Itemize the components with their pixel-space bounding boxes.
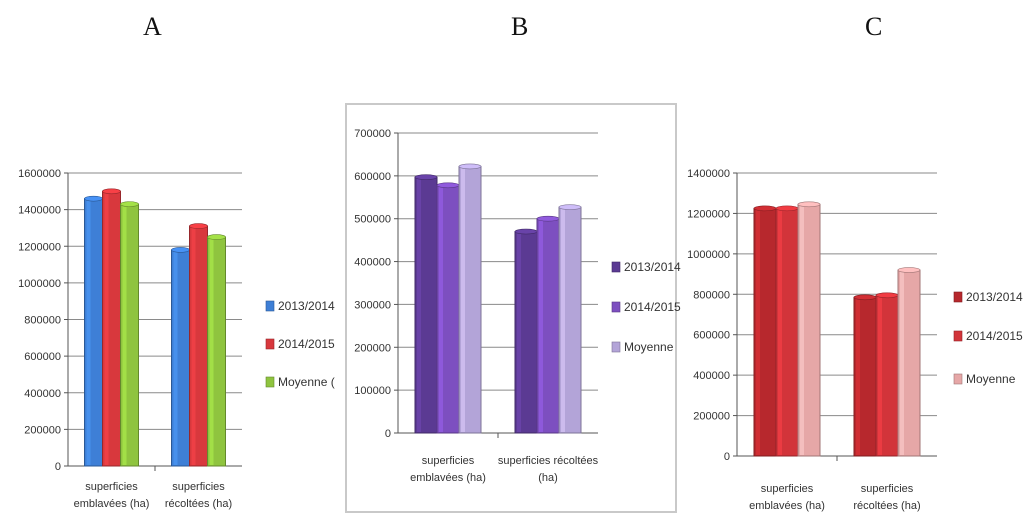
- y-tick-label: 1000000: [18, 278, 61, 290]
- y-tick-label: 1400000: [687, 168, 730, 180]
- x-category-label: superficies récoltées: [498, 455, 599, 467]
- legend-swatch: [265, 300, 275, 312]
- y-tick-label: 600000: [24, 351, 61, 363]
- legend-label: Moyenne (: [278, 375, 335, 389]
- bar-cap: [775, 205, 799, 212]
- panel-label-c: C: [865, 12, 883, 41]
- bar-cap: [536, 215, 560, 222]
- bar-highlight: [517, 232, 521, 432]
- legend-swatch: [265, 338, 275, 350]
- bar-highlight: [417, 178, 421, 432]
- legend-swatch: [953, 373, 963, 385]
- bar-cap: [558, 204, 582, 210]
- y-tick-label: 1200000: [687, 208, 730, 220]
- bar-cap: [189, 223, 208, 229]
- bar-cap: [207, 234, 226, 240]
- bar-highlight: [539, 219, 543, 432]
- y-tick-label: 800000: [693, 289, 730, 301]
- legend-swatch: [611, 341, 621, 353]
- legend-label: 2014/2015: [278, 337, 335, 351]
- x-category-label: superficies: [861, 483, 914, 495]
- x-category-label: récoltées (ha): [853, 500, 920, 512]
- legend-label: Moyenne: [966, 372, 1016, 386]
- y-tick-label: 1600000: [18, 168, 61, 180]
- y-tick-label: 800000: [24, 315, 61, 327]
- bar-cap: [414, 174, 438, 180]
- panel-label-a: A: [143, 12, 162, 41]
- y-tick-label: 200000: [24, 424, 61, 436]
- x-category-label: emblavées (ha): [74, 498, 150, 510]
- bar-cap: [753, 205, 777, 212]
- bar-cap: [853, 294, 877, 301]
- y-tick-label: 200000: [693, 411, 730, 423]
- legend-swatch: [953, 291, 963, 303]
- legend-label: 2014/2015: [966, 329, 1023, 343]
- chart-c: 0 200000 400000 600000 800000 1000000 1200000 1…: [687, 168, 1023, 512]
- y-tick-label: 0: [55, 461, 61, 473]
- legend-swatch: [611, 261, 621, 273]
- bar-cap: [514, 228, 538, 235]
- y-tick-label: 1000000: [687, 249, 730, 261]
- bar-highlight: [778, 209, 782, 455]
- bar-cap: [120, 201, 139, 207]
- chart-b: 0 100000 200000 300000 400000 500000 600000 700…: [345, 103, 681, 513]
- y-tick-label: 600000: [354, 171, 391, 183]
- legend-label: 2013/2014: [966, 290, 1023, 304]
- bar-highlight: [86, 199, 91, 465]
- legend-swatch: [953, 330, 963, 342]
- bar-highlight: [800, 205, 804, 455]
- legend-label: Moyenne: [624, 340, 674, 354]
- bar-highlight: [900, 271, 904, 455]
- legend-label: 2013/2014: [278, 299, 335, 313]
- chart-a: 0 200000 400000 600000 800000 1000000 1200000 1…: [18, 168, 335, 510]
- y-tick-label: 0: [724, 451, 730, 463]
- bar-highlight: [104, 192, 109, 465]
- x-category-label: (ha): [538, 472, 558, 484]
- y-tick-label: 300000: [354, 299, 391, 311]
- bar-cap: [171, 247, 190, 253]
- legend-swatch: [611, 301, 621, 313]
- bar-highlight: [878, 296, 882, 455]
- bar-cap: [897, 267, 921, 273]
- bar-highlight: [122, 205, 127, 465]
- bar-cap: [436, 182, 460, 189]
- legend-swatch: [265, 376, 275, 388]
- y-tick-label: 400000: [24, 388, 61, 400]
- bar-cap: [797, 201, 821, 208]
- y-tick-label: 1200000: [18, 241, 61, 253]
- bar-highlight: [191, 227, 196, 465]
- x-category-label: superficies: [85, 481, 138, 493]
- bar-highlight: [173, 250, 178, 465]
- x-category-label: emblavées (ha): [410, 472, 486, 484]
- y-tick-label: 400000: [693, 370, 730, 382]
- panel-label-b: B: [511, 12, 529, 41]
- y-tick-label: 100000: [354, 385, 391, 397]
- x-category-label: superficies: [422, 455, 475, 467]
- y-tick-label: 600000: [693, 330, 730, 342]
- x-category-label: emblavées (ha): [749, 500, 825, 512]
- bar-highlight: [209, 238, 214, 465]
- y-tick-label: 200000: [354, 342, 391, 354]
- x-category-label: superficies: [761, 483, 814, 495]
- y-tick-label: 500000: [354, 214, 391, 226]
- bar-highlight: [439, 186, 443, 432]
- legend-label: 2013/2014: [624, 260, 681, 274]
- bar-highlight: [856, 298, 860, 455]
- y-tick-label: 1400000: [18, 205, 61, 217]
- bar-highlight: [561, 208, 565, 432]
- y-tick-label: 0: [385, 428, 391, 440]
- chart-frame: [345, 103, 677, 513]
- x-category-label: superficies: [172, 481, 225, 493]
- bar-cap: [458, 163, 482, 170]
- bar-cap: [875, 292, 899, 299]
- bar-cap: [84, 195, 103, 202]
- bar-highlight: [756, 209, 760, 455]
- x-category-label: récoltées (ha): [165, 498, 232, 510]
- y-tick-label: 700000: [354, 128, 391, 140]
- legend-label: 2014/2015: [624, 300, 681, 314]
- y-tick-label: 400000: [354, 257, 391, 269]
- bar-cap: [102, 188, 121, 195]
- bar-highlight: [461, 167, 465, 432]
